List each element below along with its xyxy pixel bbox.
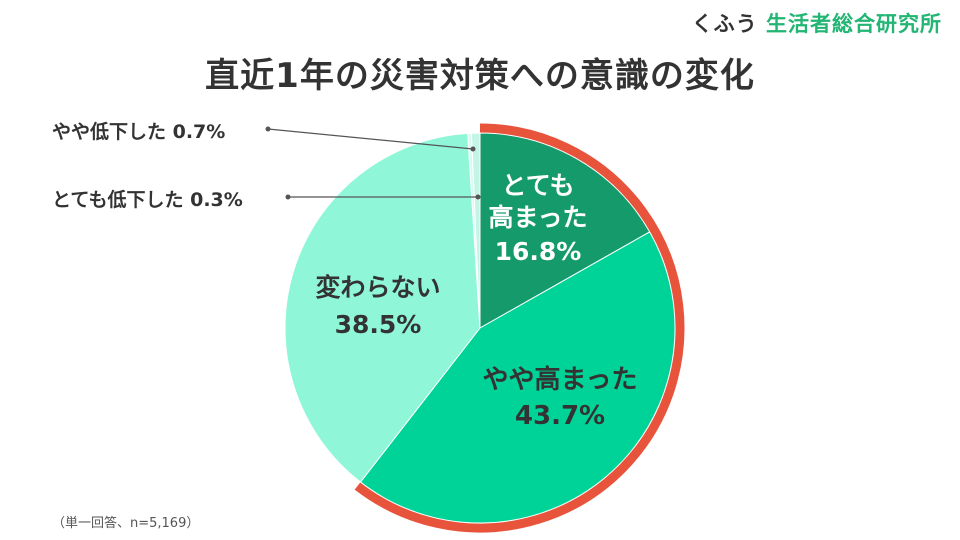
highlight-arc [354, 123, 685, 533]
callout-dot-somewhat-low [265, 126, 271, 132]
slice-somewhat-high [359, 231, 676, 524]
callout-end-very-low [475, 194, 481, 200]
slice-value-somewhat-high: 43.7% [515, 401, 605, 431]
slice-label-very-high-line1: とても [501, 171, 574, 200]
brand-name: 生活者総合研究所 [766, 12, 942, 36]
slice-label-very-high-line2: 高まった [488, 203, 587, 232]
slice-value-unchanged: 38.5% [335, 310, 422, 339]
slice-label-somewhat-high: やや高まった [483, 364, 638, 395]
brand-prefix: くふう [691, 12, 758, 36]
callout-end-somewhat-low [470, 146, 476, 152]
brand-logo: くふう 生活者総合研究所 [692, 8, 942, 38]
footnote: （単一回答、n=5,169） [52, 516, 200, 531]
chart-title: 直近1年の災害対策への意識の変化 [205, 56, 755, 96]
slice-somewhat-low [470, 132, 481, 329]
callout-somewhat-low: やや低下した 0.7% [52, 121, 226, 143]
slice-unchanged [284, 132, 481, 483]
slice-label-unchanged: 変わらない [315, 273, 440, 302]
slice-very-high [479, 132, 651, 329]
slice-value-very-high: 16.8% [495, 237, 582, 266]
callout-very-low: とても低下した 0.3% [52, 189, 243, 211]
callout-line-somewhat-low [267, 128, 474, 150]
callout-dot-very-low [285, 194, 291, 200]
